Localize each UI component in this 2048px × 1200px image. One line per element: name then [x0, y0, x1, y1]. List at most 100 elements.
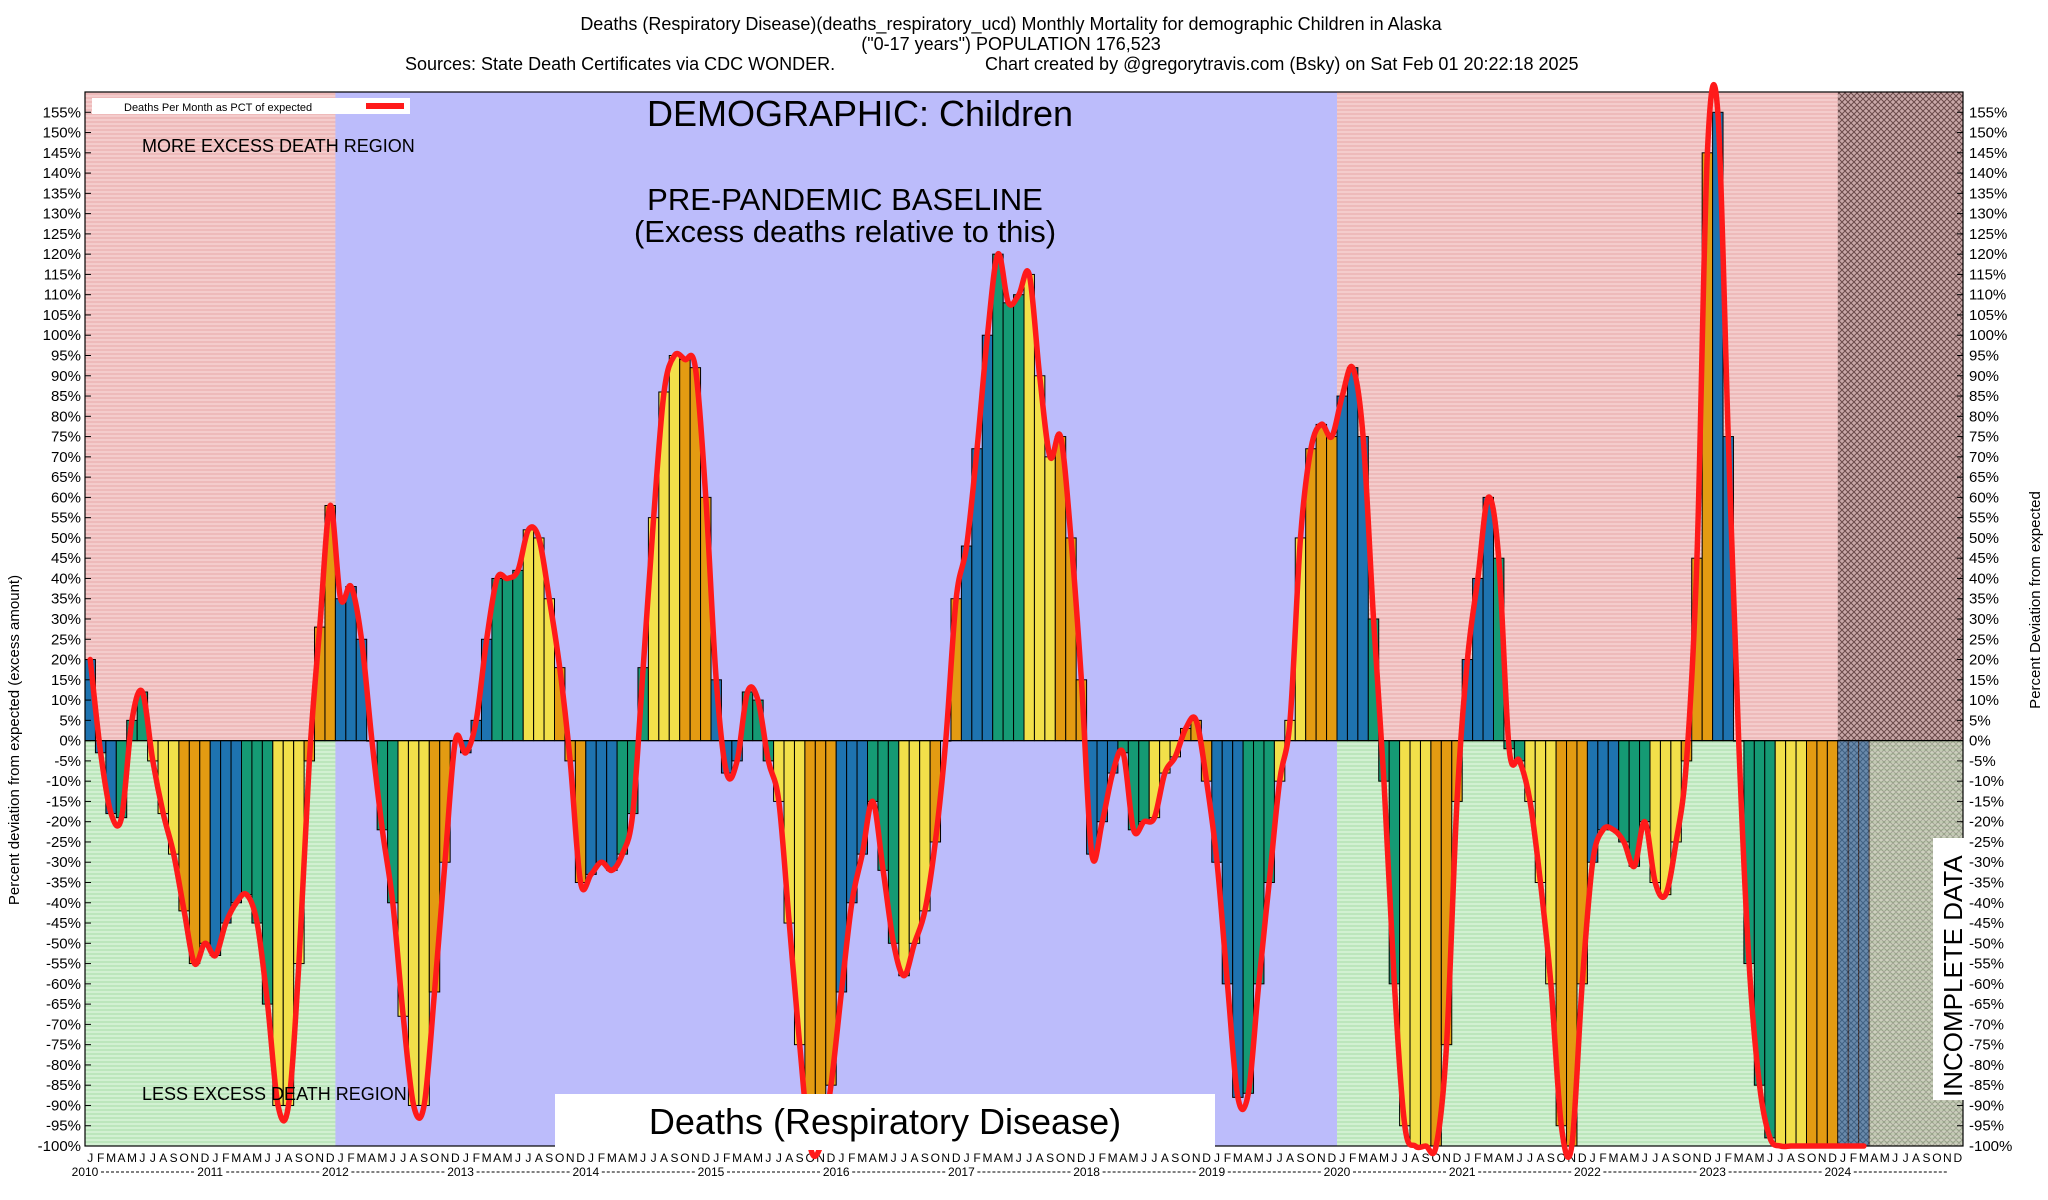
x-month-label: D — [952, 1151, 961, 1165]
y-tick-label-left: -30% — [46, 854, 81, 871]
y-tick-label-right: -60% — [1969, 976, 2004, 993]
x-month-label: J — [891, 1151, 897, 1165]
x-month-label: O — [1807, 1151, 1816, 1165]
y-tick-label-left: 140% — [43, 165, 81, 182]
x-month-label: N — [941, 1151, 950, 1165]
x-month-label: F — [1349, 1151, 1356, 1165]
bar — [1764, 740, 1776, 1139]
bar — [1419, 740, 1432, 1147]
legend-box — [92, 98, 410, 114]
bar-series — [84, 111, 1870, 1147]
x-month-label: M — [482, 1151, 492, 1165]
x-month-label: O — [1932, 1151, 1941, 1165]
x-month-label: J — [765, 1151, 771, 1165]
y-tick-label-right: -30% — [1969, 854, 2004, 871]
x-month-label: J — [1777, 1151, 1783, 1165]
x-month-label: A — [118, 1151, 126, 1165]
x-month-label: J — [338, 1151, 344, 1165]
x-year-label: 2010 — [72, 1165, 99, 1179]
x-month-label: J — [515, 1151, 521, 1165]
x-month-label: S — [1046, 1151, 1054, 1165]
x-month-label: S — [670, 1151, 678, 1165]
x-month-label: A — [1870, 1151, 1878, 1165]
x-month-label: A — [1536, 1151, 1544, 1165]
x-month-label: J — [390, 1151, 396, 1165]
bar — [1023, 273, 1035, 742]
x-month-label: J — [1652, 1151, 1658, 1165]
y-tick-label-left: -70% — [46, 1016, 81, 1033]
x-month-label: M — [1734, 1151, 1744, 1165]
x-month-label: M — [1003, 1151, 1013, 1165]
x-month-label: M — [1379, 1151, 1389, 1165]
x-year-label: 2022 — [1574, 1165, 1601, 1179]
x-month-label: S — [796, 1151, 804, 1165]
x-month-label: J — [651, 1151, 657, 1165]
y-tick-label-right: 30% — [1969, 611, 1999, 628]
y-tick-label-right: 60% — [1969, 489, 1999, 506]
y-tick-label-left: -100% — [38, 1138, 81, 1155]
y-tick-label-right: -20% — [1969, 814, 2004, 831]
x-month-label: J — [713, 1151, 719, 1165]
y-tick-label-left: 95% — [51, 348, 81, 365]
x-month-label: A — [1161, 1151, 1169, 1165]
x-month-label: N — [816, 1151, 825, 1165]
x-month-label: N — [1818, 1151, 1827, 1165]
x-month-label: M — [628, 1151, 638, 1165]
x-month-label: O — [931, 1151, 940, 1165]
bottom-title: Deaths (Respiratory Disease) — [649, 1101, 1121, 1142]
y-tick-label-left: 105% — [43, 307, 81, 324]
y-tick-label-left: -50% — [46, 935, 81, 952]
y-tick-label-left: -35% — [46, 875, 81, 892]
y-tick-label-left: 135% — [43, 185, 81, 202]
bar — [334, 598, 347, 742]
y-tick-label-left: -95% — [46, 1118, 81, 1135]
legend-label: Deaths Per Month as PCT of expected — [124, 102, 312, 114]
y-tick-label-left: 45% — [51, 550, 81, 567]
x-month-label: M — [753, 1151, 763, 1165]
y-tick-label-left: -5% — [54, 753, 81, 770]
x-month-label: N — [566, 1151, 575, 1165]
y-tick-label-left: -75% — [46, 1037, 81, 1054]
x-month-label: J — [1141, 1151, 1147, 1165]
x-month-label: A — [994, 1151, 1002, 1165]
baseline-label-2: (Excess deaths relative to this) — [634, 214, 1056, 249]
y-tick-label-right: 55% — [1969, 510, 1999, 527]
y-tick-label-left: 55% — [51, 510, 81, 527]
y-tick-label-right: 145% — [1969, 145, 2007, 162]
x-month-label: F — [848, 1151, 855, 1165]
bar — [1044, 456, 1056, 742]
bar — [1816, 740, 1828, 1147]
y-tick-label-right: 35% — [1969, 591, 1999, 608]
y-tick-label-right: 85% — [1969, 388, 1999, 405]
y-tick-label-left: 85% — [51, 388, 81, 405]
x-year-label: 2016 — [823, 1165, 850, 1179]
x-month-label: J — [1590, 1151, 1596, 1165]
y-tick-label-left: 25% — [51, 631, 81, 648]
x-month-label: A — [869, 1151, 877, 1165]
x-month-label: M — [503, 1151, 513, 1165]
x-month-label: J — [150, 1151, 156, 1165]
bar — [522, 529, 535, 742]
more-excess-label: MORE EXCESS DEATH REGION — [142, 136, 415, 156]
chart-credit: Chart created by @gregorytravis.com (Bsk… — [985, 54, 1579, 74]
x-month-label: D — [201, 1151, 210, 1165]
bar — [804, 740, 816, 1147]
y-tick-label-left: 5% — [59, 712, 81, 729]
y-tick-label-left: 145% — [43, 145, 81, 162]
x-month-label: J — [1715, 1151, 1721, 1165]
x-year-label: 2012 — [322, 1165, 349, 1179]
x-month-label: F — [1224, 1151, 1231, 1165]
x-month-label: J — [1402, 1151, 1408, 1165]
y-tick-label-right: 130% — [1969, 206, 2007, 223]
y-tick-label-right: 95% — [1969, 348, 1999, 365]
x-month-label: O — [1056, 1151, 1065, 1165]
y-tick-label-right: 25% — [1969, 631, 1999, 648]
x-month-label: O — [680, 1151, 689, 1165]
x-month-label: S — [295, 1151, 303, 1165]
x-month-label: N — [1317, 1151, 1326, 1165]
y-tick-label-right: -5% — [1969, 753, 1996, 770]
x-month-label: J — [838, 1151, 844, 1165]
x-month-label: M — [1629, 1151, 1639, 1165]
bar — [1597, 740, 1609, 831]
